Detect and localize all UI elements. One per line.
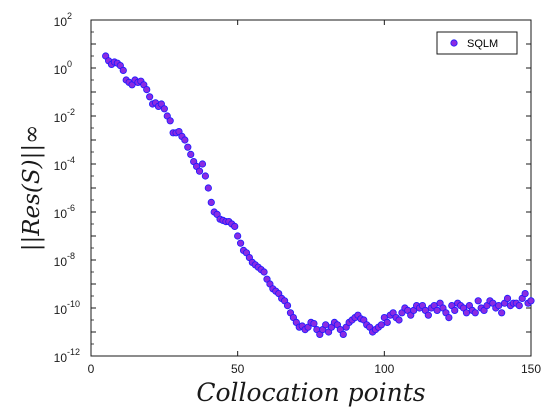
y-tick-label: 10 <box>54 15 68 29</box>
x-axis-title: Collocation points <box>196 378 425 407</box>
data-point <box>322 321 330 329</box>
axis-ticks <box>90 19 532 357</box>
data-point <box>395 316 403 324</box>
x-tick-label: 150 <box>521 362 541 376</box>
data-point <box>433 306 441 314</box>
y-tick-label: 10 <box>54 159 68 173</box>
data-points <box>102 52 535 338</box>
data-point <box>462 309 471 317</box>
y-tick-exponent: -10 <box>67 299 80 309</box>
y-tick-exponent: 0 <box>67 59 72 69</box>
y-tick-exponent: -8 <box>67 251 75 261</box>
data-point <box>310 319 318 328</box>
data-point <box>201 172 209 180</box>
data-point <box>198 160 207 168</box>
data-point <box>424 311 432 319</box>
data-point <box>498 309 506 317</box>
data-point <box>451 306 459 314</box>
data-point <box>495 301 503 310</box>
data-point <box>234 232 242 240</box>
y-tick-exponent: -2 <box>67 107 75 117</box>
data-point <box>283 301 292 310</box>
data-point <box>383 318 391 326</box>
y-tick-label: 10 <box>54 351 68 365</box>
data-point <box>339 330 347 338</box>
data-point <box>231 222 239 230</box>
y-tick-exponent: 2 <box>67 11 72 21</box>
data-point <box>521 289 529 298</box>
data-point <box>204 184 212 192</box>
legend-box <box>436 31 518 55</box>
data-point <box>445 313 453 322</box>
legend-label: SQLM <box>467 38 498 50</box>
y-tick-exponent: -12 <box>67 347 80 357</box>
y-tick-label: 10 <box>54 63 68 77</box>
y-tick-label: 10 <box>54 207 68 221</box>
data-point <box>474 297 482 305</box>
data-point <box>207 198 215 206</box>
data-point <box>515 301 523 310</box>
data-point <box>181 136 189 144</box>
legend: SQLM <box>436 31 518 55</box>
y-tick-exponent: -6 <box>67 203 75 213</box>
data-point <box>119 66 127 75</box>
data-point <box>146 93 154 101</box>
data-point <box>160 105 168 113</box>
x-tick-label: 0 <box>88 362 95 376</box>
y-axis-title: ||Res(S)||∞ <box>19 125 45 252</box>
y-tick-label: 10 <box>54 255 68 269</box>
data-point <box>195 167 204 175</box>
data-point <box>237 239 245 247</box>
legend-marker <box>450 39 458 47</box>
data-point <box>527 297 535 305</box>
y-tick-label: 10 <box>54 111 68 125</box>
data-point <box>503 294 512 302</box>
data-point <box>187 150 195 158</box>
x-tick-label: 100 <box>374 362 394 376</box>
data-point <box>471 309 479 317</box>
data-point <box>377 321 385 329</box>
data-point <box>260 268 268 276</box>
y-tick-label: 10 <box>54 303 68 317</box>
x-tick-label: 50 <box>231 362 245 376</box>
data-point <box>184 143 192 151</box>
data-point <box>143 86 151 94</box>
data-point <box>166 117 174 125</box>
y-tick-exponent: -4 <box>67 155 75 165</box>
